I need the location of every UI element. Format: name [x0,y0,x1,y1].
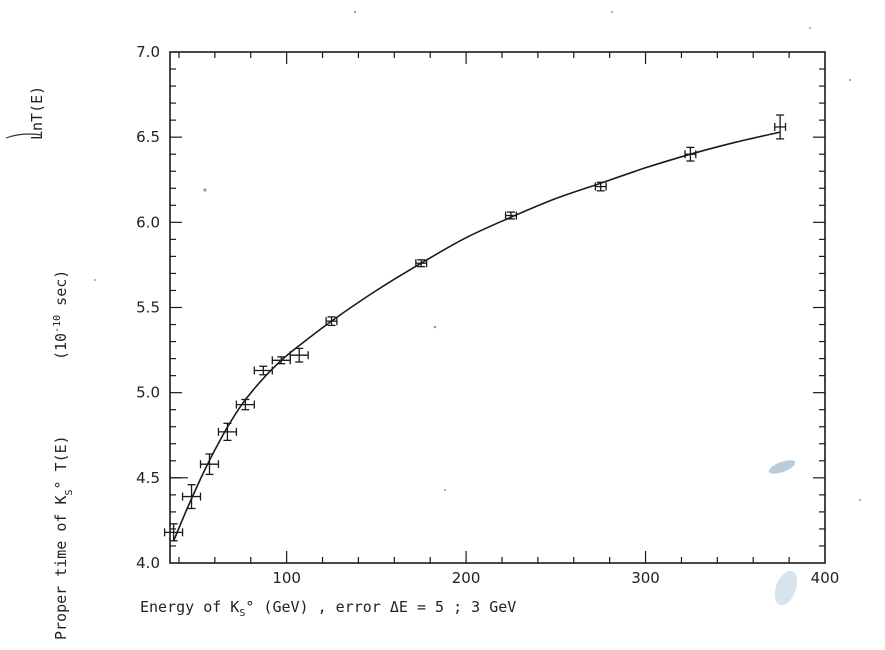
x-tick-label: 200 [452,569,481,587]
data-point [199,453,220,476]
data-point [163,523,184,542]
x-tick-label: 400 [811,569,840,587]
ink-smudge [774,570,798,606]
svg-text:LnT(E): LnT(E) [28,86,46,140]
data-point [415,259,428,268]
y-tick-labels: 4.0 4.5 5.0 5.5 6.0 6.5 7.0 [136,43,160,572]
data-point [594,181,607,192]
svg-text:(10-10 sec): (10-10 sec) [52,270,70,360]
y-tick-label: 5.0 [136,384,160,402]
data-point [181,483,202,510]
x-tick-label: 300 [631,569,660,587]
x-tick-label: 100 [272,569,301,587]
y-axis-ln-label: LnT(E) [28,86,46,140]
x-axis-label: Energy of KS° (GeV) , error ΔE = 5 ; 3 G… [140,598,516,619]
y-tick-label: 6.5 [136,128,160,146]
data-point [504,211,517,220]
data-points [163,114,787,542]
ink-smudge [768,460,796,474]
hand-mark [5,133,43,139]
data-point [217,422,238,442]
data-point [325,316,338,327]
y-axis-label: Proper time of KS° T(E) (10-10 sec) [52,270,75,640]
data-point [235,398,255,411]
fit-curve-line [172,131,781,542]
svg-text:Proper time of KS° T(E): Proper time of KS° T(E) [52,435,75,640]
y-tick-label: 5.5 [136,299,160,317]
x-tick-labels: 100 200 300 400 [272,569,839,587]
y-tick-label: 6.0 [136,213,160,231]
y-tick-label: 4.0 [136,554,160,572]
fit-curve [172,131,781,542]
data-point [774,114,787,140]
y-tick-label: 7.0 [136,43,160,61]
y-tick-label: 4.5 [136,469,160,487]
data-point [684,146,697,162]
data-point [253,365,273,376]
data-point [289,347,309,363]
